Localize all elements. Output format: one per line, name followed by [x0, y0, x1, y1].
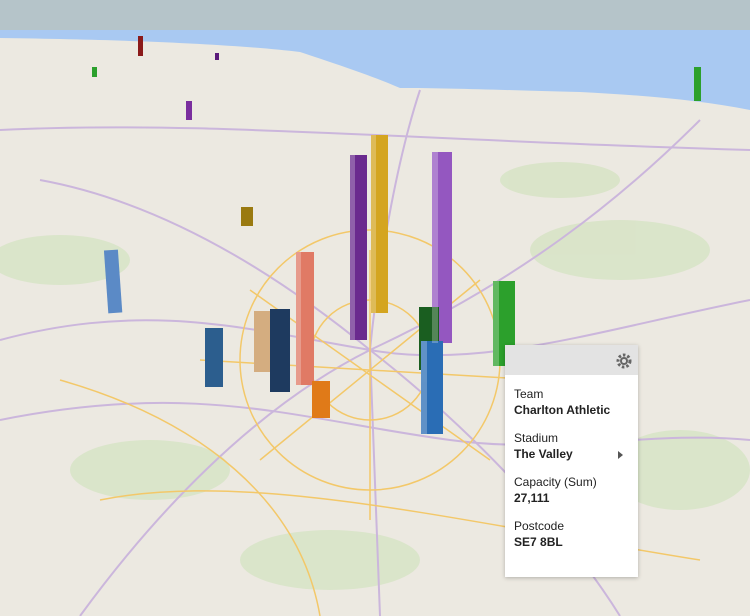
- sky: [0, 0, 750, 30]
- column-highlights: [296, 135, 499, 434]
- green-areas: [0, 162, 750, 590]
- expand-arrow[interactable]: [617, 450, 625, 460]
- tooltip-header: [505, 345, 638, 375]
- field-value: 27,111: [514, 491, 550, 505]
- tooltip: Team Charlton Athletic Stadium The Valley Ca…: [505, 345, 638, 577]
- field-value: SE7 8BL: [514, 535, 563, 549]
- tooltip-body: Team Charlton Athletic Stadium The Valley Ca…: [505, 375, 638, 549]
- field-label: Postcode: [514, 519, 565, 533]
- field-label: Team: [514, 387, 544, 401]
- field-label: Stadium: [514, 431, 559, 445]
- columns: [92, 36, 701, 434]
- sea: [0, 30, 750, 110]
- field-label: Capacity (Sum): [514, 475, 597, 489]
- settings-icon[interactable]: [614, 351, 634, 371]
- field-value: The Valley: [514, 447, 629, 461]
- field-value: Charlton Athletic: [514, 403, 611, 417]
